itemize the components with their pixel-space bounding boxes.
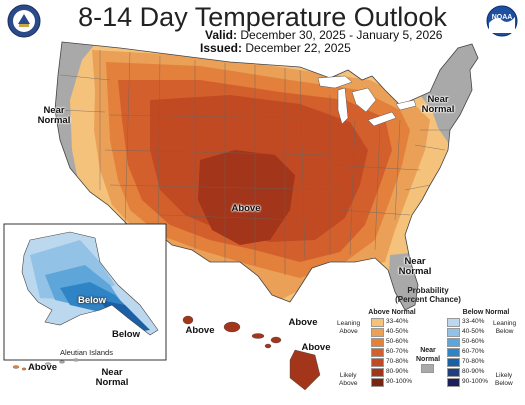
legend-above-header: Above Normal [368,309,416,316]
legend-below-bin-6: 90-100% [447,378,517,387]
near-normal-west-label: Near Normal [37,105,71,126]
legend-below-header: Below Normal [462,309,510,316]
legend-above-bin-6: 90-100% [371,378,441,387]
legend-below-swatch-3 [447,348,460,357]
legend-above-label-4: 70-80% [386,358,409,365]
hawaii-islands [182,315,321,391]
legend-below-label-0: 33-40% [462,318,485,325]
legend-above-label-3: 60-70% [386,348,409,355]
legend-above-bin-4: 70-80% [371,358,441,367]
great-lakes [317,75,417,127]
legend-below-swatch-0 [447,318,460,327]
issued-label: Issued: [200,41,243,55]
legend-below-swatch-4 [447,358,460,367]
legend-below-label-6: 90-100% [462,378,489,385]
noaa-logo-text: NOAA [492,14,513,21]
legend-below-bin-1: 40-50% [447,328,517,337]
alaska-outline [21,231,159,336]
issued-value: December 22, 2025 [245,41,351,55]
issued-row: Issued: December 22, 2025 [200,41,351,55]
legend-below-swatch-5 [447,368,460,377]
below-alaska-label: Below [78,295,106,306]
below-aleutian-label: Below [112,329,140,340]
legend-above-swatch-5 [371,368,384,377]
legend-below-bin-0: 33-40% [447,318,517,327]
legend-above-swatch-1 [371,328,384,337]
legend-above-swatch-0 [371,318,384,327]
above-hawaii-west-label: Above [185,325,215,336]
conus-outline [54,41,479,311]
legend-below-label-4: 70-80% [462,358,485,365]
valid-row: Valid: December 30, 2025 - January 5, 20… [205,28,442,42]
legend-above-label-5: 80-90% [386,368,409,375]
legend-above-swatch-3 [371,348,384,357]
legend-likely-above: Likely Above [339,372,358,387]
usda-seal-icon [7,4,41,38]
legend-near-header: Near Normal [416,347,441,363]
legend-below-bin-3: 60-70% [447,348,517,357]
legend-above-bin-2: 50-60% [371,338,441,347]
above-aleutian-label: Above [28,362,58,373]
aleutian-islands [12,358,80,371]
above-hawaii-central-label: Above [288,317,318,328]
noaa-logo-icon: NOAA [486,5,518,37]
legend-above-swatch-6 [371,378,384,387]
state-boundaries [59,50,450,275]
legend-above-label-0: 33-40% [386,318,409,325]
legend-leaning-below: Leaning Below [493,320,517,335]
legend-below-bin-2: 50-60% [447,338,517,347]
legend-title: Probability (Percent Chance) [395,286,461,304]
legend-below-label-3: 60-70% [462,348,485,355]
legend-above-label-1: 40-50% [386,328,409,335]
legend-below-label-1: 40-50% [462,328,485,335]
legend-above-swatch-2 [371,338,384,347]
above-center-label: Above [231,203,261,214]
legend-below-swatch-2 [447,338,460,347]
legend-below-label-2: 50-60% [462,338,485,345]
legend-below-swatch-6 [447,378,460,387]
legend-above-bin-0: 33-40% [371,318,441,327]
legend-above-bin-3: 60-70% [371,348,441,357]
near-normal-southeast-label: Near Normal [398,256,432,277]
legend-above-label-2: 50-60% [386,338,409,345]
legend-below-label-5: 80-90% [462,368,485,375]
near-normal-northeast-label: Near Normal [421,94,455,115]
legend-below-bin-4: 70-80% [447,358,517,367]
legend-above-swatch-4 [371,358,384,367]
legend-below-swatch-1 [447,328,460,337]
near-normal-aleutian-label: Near Normal [95,367,129,388]
legend-above-label-6: 90-100% [386,378,413,385]
valid-value: December 30, 2025 - January 5, 2026 [240,28,443,42]
legend-leaning-above: Leaning Above [337,320,361,335]
page-title: 8-14 Day Temperature Outlook [78,2,447,32]
valid-label: Valid: [205,28,238,42]
aleutian-islands-label: Aleutian Islands [60,348,113,357]
legend-above-bin-5: 80-90% [371,368,441,377]
legend-likely-below: Likely Below [495,372,513,387]
legend-above-bin-1: 40-50% [371,328,441,337]
legend-below-bin-5: 80-90% [447,368,517,377]
legend-near-swatch [421,364,434,373]
above-hawaii-east-label: Above [301,342,331,353]
